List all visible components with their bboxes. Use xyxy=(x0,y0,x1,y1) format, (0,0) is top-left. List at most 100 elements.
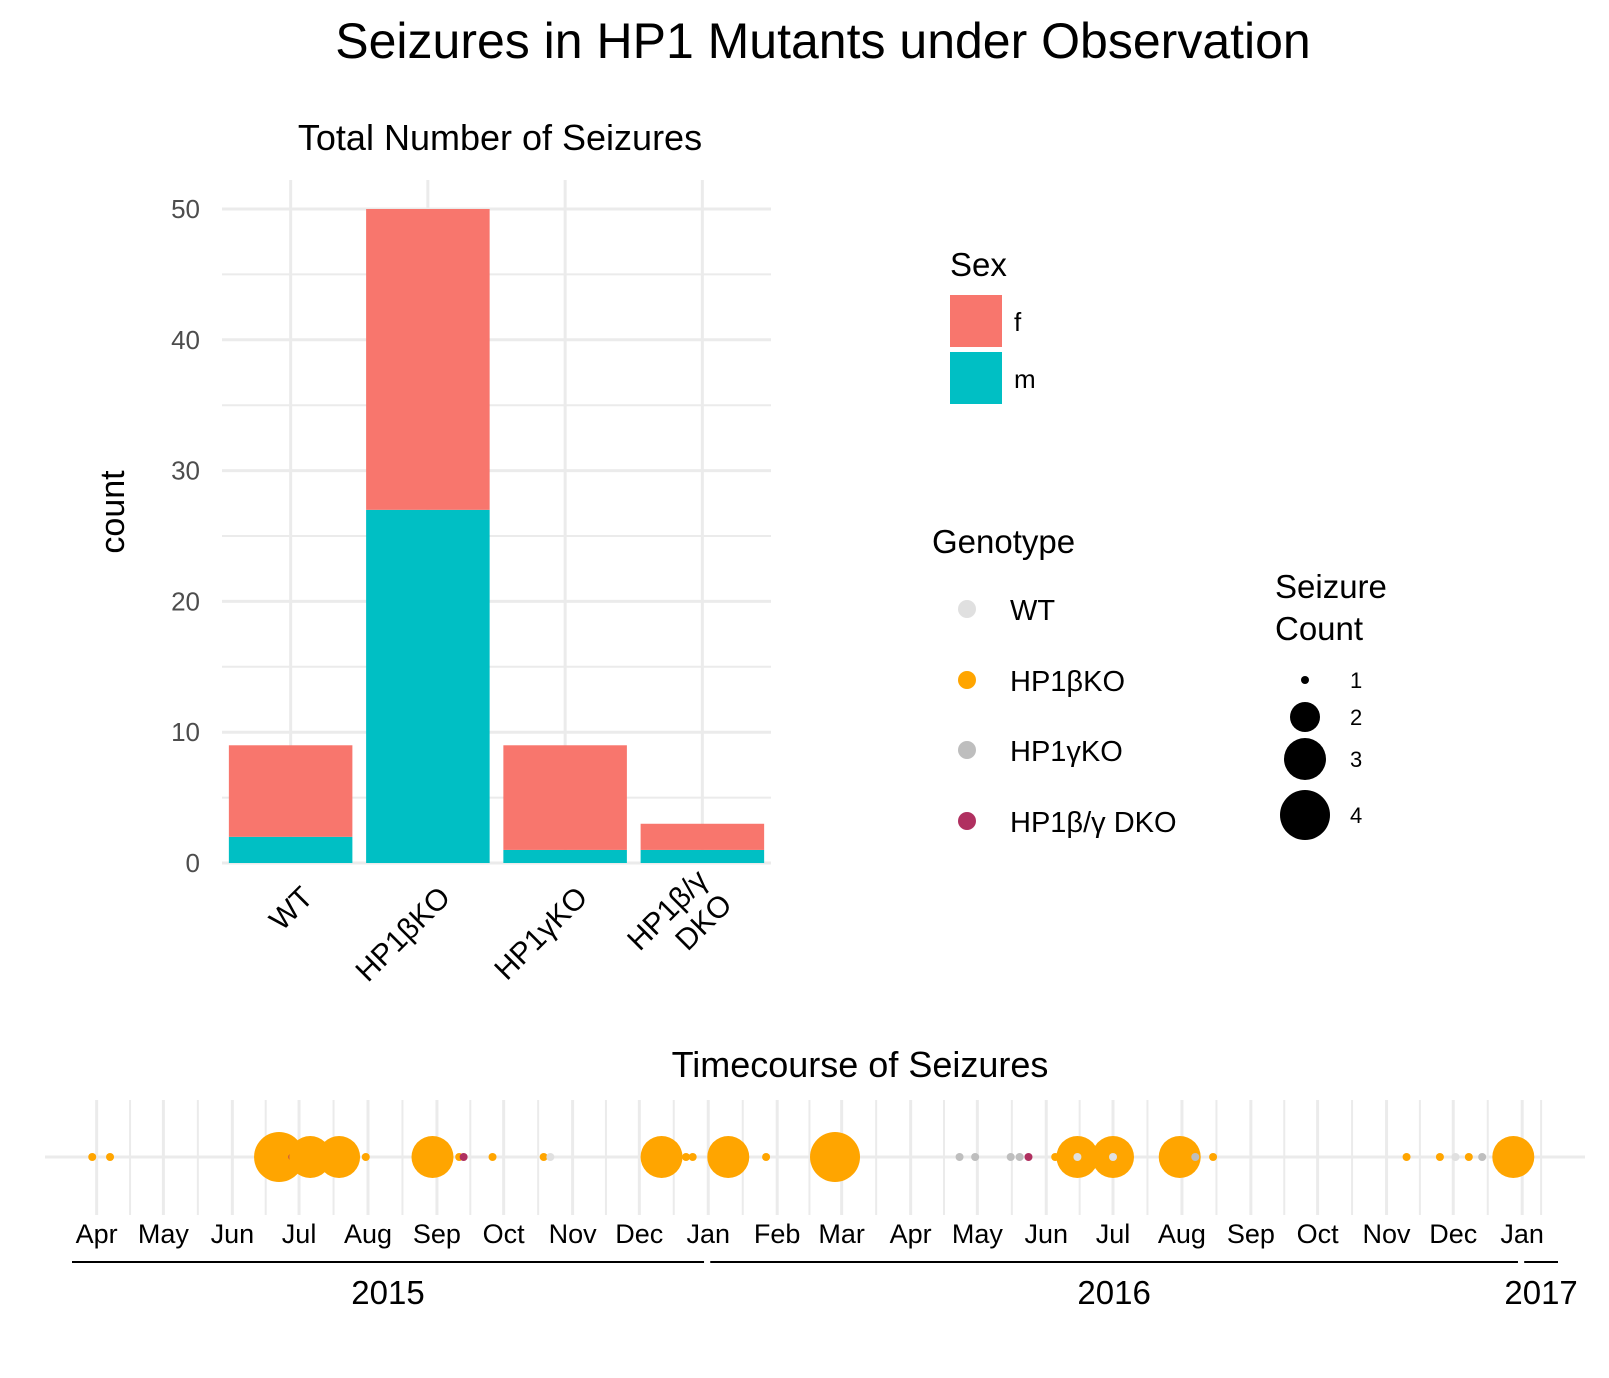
timeline-point xyxy=(1109,1153,1117,1161)
legend-sex: Sex f m xyxy=(950,246,1036,404)
timeline-month-label: Oct xyxy=(483,1219,526,1249)
timeline-point xyxy=(546,1153,555,1161)
timeline-point xyxy=(88,1153,97,1161)
timeline-month-label: Oct xyxy=(1297,1219,1340,1249)
bar-segment-f xyxy=(640,823,765,850)
timeline-point xyxy=(488,1153,497,1161)
bar-x-tick-label: HP1β/γDKO xyxy=(621,864,738,981)
timeline-month-label: Sep xyxy=(1227,1219,1275,1249)
legend-sex-title: Sex xyxy=(950,246,1007,283)
legend-size-label: 3 xyxy=(1350,747,1362,772)
legend-genotype-dot-hp1gko xyxy=(958,741,976,759)
timeline-point xyxy=(1524,1153,1533,1161)
timeline-point xyxy=(1015,1153,1024,1161)
timeline-month-label: Sep xyxy=(413,1219,461,1249)
bar-segment-m xyxy=(503,849,627,863)
timeline-month-label: Jun xyxy=(1025,1219,1069,1249)
legend-genotype-label-hp1gko: HP1γKO xyxy=(1010,736,1123,768)
legend-genotype: Genotype WT HP1βKO HP1γKO HP1β/γ DKO xyxy=(932,523,1177,839)
bar-x-tick-label-line: WT xyxy=(263,881,319,937)
timeline-month-label: Aug xyxy=(344,1219,392,1249)
timeline-month-label: Jun xyxy=(211,1219,255,1249)
timeline-month-label: Nov xyxy=(1363,1219,1412,1249)
bar-y-tick-labels: 0 10 20 30 40 50 xyxy=(171,194,200,878)
legend-size-title-line2: Count xyxy=(1275,610,1363,647)
timeline-point xyxy=(1451,1153,1460,1161)
bar-x-tick-labels: WT HP1βKO HP1γKO HP1β/γDKO xyxy=(263,864,738,988)
legend-sex-label-f: f xyxy=(1014,307,1022,337)
legend-genotype-label-wt: WT xyxy=(1010,595,1055,627)
legend-size-label: 4 xyxy=(1350,803,1362,828)
timeline-point xyxy=(1073,1153,1082,1161)
legend-genotype-title: Genotype xyxy=(932,523,1075,560)
timeline-point xyxy=(762,1153,771,1161)
timeline-month-labels: Apr May Jun Jul Aug Sep Oct Nov Dec Jan Feb Mar Apr M… xyxy=(76,1219,1544,1249)
timeline-point xyxy=(640,1136,683,1178)
timeline-year-label: 2017 xyxy=(1504,1274,1577,1311)
legend-sex-label-m: m xyxy=(1014,364,1036,394)
legend-size-label: 2 xyxy=(1350,705,1362,730)
legend-genotype-dot-hp1bko xyxy=(958,671,976,689)
timeline-month-label: Feb xyxy=(754,1219,801,1249)
timeline-month-label: Jan xyxy=(686,1219,730,1249)
timeline-month-label: May xyxy=(138,1219,190,1249)
timeline-point xyxy=(1435,1153,1444,1161)
legend-genotype-label-hp1bko: HP1βKO xyxy=(1010,666,1125,698)
timeline-point xyxy=(1158,1136,1201,1178)
bar-x-tick-label: HP1γKO xyxy=(488,881,594,987)
bar-segment-m xyxy=(228,836,353,863)
timeline-point xyxy=(254,1132,305,1182)
bar-x-tick-label-line: HP1γKO xyxy=(488,881,594,987)
bar-chart-title: Total Number of Seizures xyxy=(298,117,702,158)
timeline-point xyxy=(688,1153,697,1161)
timeline-chart: Timecourse of Seizures Apr May Jun Jul Aug Se… xyxy=(45,1044,1585,1311)
legend-size-dot xyxy=(1280,790,1330,840)
bar-marks xyxy=(228,209,765,863)
legend-genotype-dot-dko xyxy=(958,812,976,830)
timeline-point xyxy=(106,1153,115,1161)
legend-size-title-line1: Seizure xyxy=(1275,568,1387,605)
legend-genotype-dot-wt xyxy=(958,600,976,618)
timeline-points xyxy=(88,1132,1535,1182)
bar-y-tick-label: 50 xyxy=(171,194,200,224)
timeline-point xyxy=(955,1153,964,1161)
timeline-year-label: 2015 xyxy=(351,1274,424,1311)
y-axis-title: count xyxy=(94,470,132,554)
main-title: Seizures in HP1 Mutants under Observatio… xyxy=(335,13,1311,69)
legend-sex-swatch-m xyxy=(950,352,1002,404)
bar-segment-m xyxy=(366,509,490,863)
timeline-point xyxy=(1006,1153,1015,1161)
bar-y-tick-label: 0 xyxy=(186,848,200,878)
timeline-point xyxy=(361,1153,370,1161)
timeline-month-label: Apr xyxy=(890,1219,932,1249)
bar-chart: Total Number of Seizures 0 10 20 30 40 50 WT H… xyxy=(94,117,771,988)
timeline-point xyxy=(539,1153,548,1161)
timeline-point xyxy=(1191,1153,1200,1161)
timeline-month-label: Dec xyxy=(1429,1219,1477,1249)
legend-sex-swatch-f xyxy=(950,295,1002,347)
legend-seizure-count: Seizure Count 1 2 3 4 xyxy=(1275,568,1387,840)
timeline-point xyxy=(810,1132,861,1182)
legend-size-dot xyxy=(1301,676,1309,684)
timeline-point xyxy=(1402,1153,1411,1161)
timeline-month-label: May xyxy=(952,1219,1004,1249)
bar-segment-f xyxy=(503,745,627,850)
bar-x-tick-label: WT xyxy=(263,881,319,937)
bar-segment-f xyxy=(228,745,353,837)
bar-y-tick-label: 20 xyxy=(171,586,200,616)
timeline-point xyxy=(1478,1153,1487,1161)
timeline-month-label: Mar xyxy=(818,1219,865,1249)
legend-genotype-label-dko: HP1β/γ DKO xyxy=(1010,807,1177,839)
timeline-month-label: Jul xyxy=(1096,1219,1131,1249)
timeline-point xyxy=(707,1136,750,1178)
timeline-month-label: Jul xyxy=(282,1219,317,1249)
timeline-month-label: Apr xyxy=(76,1219,118,1249)
bar-segment-m xyxy=(640,849,765,863)
bar-y-tick-label: 10 xyxy=(171,717,200,747)
bar-y-tick-label: 40 xyxy=(171,325,200,355)
bar-x-tick-label: HP1βKO xyxy=(350,881,457,988)
timeline-point xyxy=(1024,1153,1033,1161)
legend-size-label: 1 xyxy=(1350,668,1362,693)
timeline-point xyxy=(459,1153,468,1161)
timeline-year-label: 2016 xyxy=(1077,1274,1150,1311)
